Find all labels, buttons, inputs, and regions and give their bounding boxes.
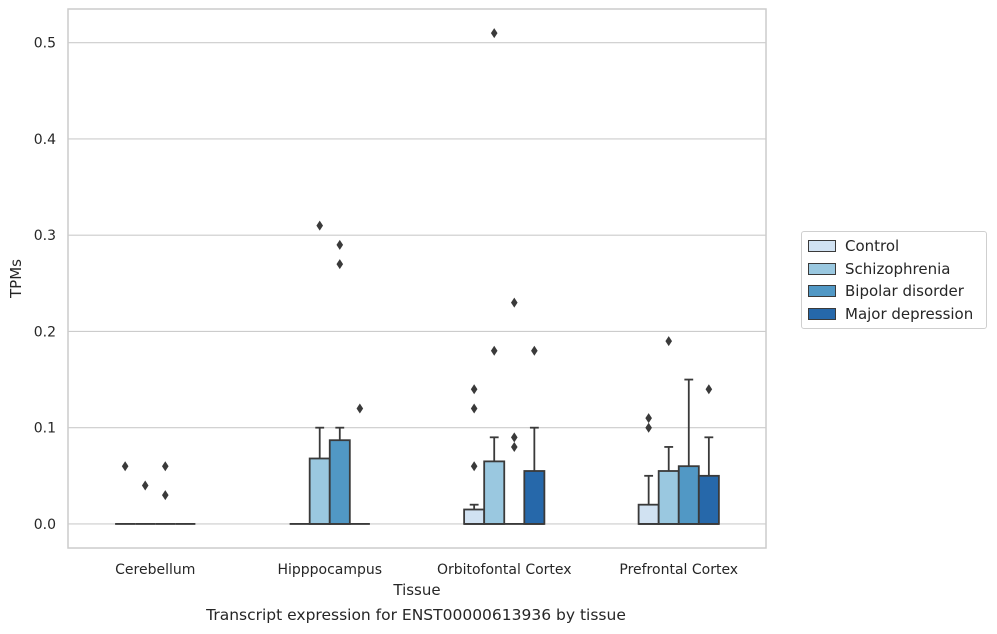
legend-item: Major depression: [802, 303, 986, 326]
y-axis-title: TPMs: [7, 259, 25, 299]
outlier-point: [470, 403, 478, 414]
outlier-point: [665, 336, 673, 347]
outlier-point: [510, 432, 518, 443]
box: [328, 439, 351, 525]
outlier-point: [510, 297, 518, 308]
x-tick-label: Hipppocampus: [277, 562, 382, 578]
outlier-point: [316, 220, 324, 231]
outlier-point: [161, 490, 169, 501]
outlier-point: [161, 461, 169, 472]
chart-caption: Transcript expression for ENST0000061393…: [206, 606, 626, 624]
box: [483, 460, 506, 525]
y-tick-label: 0.0: [34, 517, 56, 533]
outlier-point: [356, 403, 364, 414]
outlier-point: [121, 461, 129, 472]
y-tick-label: 0.1: [34, 421, 56, 437]
box: [308, 457, 331, 525]
outlier-point: [510, 441, 518, 452]
legend-swatch: [808, 307, 836, 320]
legend-swatch: [808, 240, 836, 253]
outlier-point: [336, 259, 344, 270]
box: [657, 470, 680, 525]
legend-item: Bipolar disorder: [802, 280, 986, 303]
box: [463, 508, 486, 525]
plot-area: [67, 8, 767, 549]
outlier-point: [490, 345, 498, 356]
legend-item: Schizophrenia: [802, 258, 986, 281]
outlier-point: [141, 480, 149, 491]
outlier-point: [705, 384, 713, 395]
legend-label: Schizophrenia: [845, 259, 951, 278]
legend: Control Schizophrenia Bipolar disorder Majo…: [801, 231, 987, 329]
outlier-point: [336, 239, 344, 250]
legend-swatch: [808, 285, 836, 298]
y-tick-label: 0.5: [34, 36, 56, 52]
outlier-point: [531, 345, 538, 356]
box: [697, 474, 720, 525]
legend-swatch: [808, 262, 836, 275]
x-axis-title: Tissue: [392, 581, 440, 599]
outlier-point: [645, 413, 652, 424]
box: [677, 465, 700, 525]
outlier-point: [490, 28, 498, 39]
legend-label: Bipolar disorder: [845, 282, 964, 301]
outlier-point: [470, 461, 478, 472]
box: [523, 470, 546, 525]
y-tick-label: 0.3: [34, 228, 56, 244]
outlier-point: [645, 422, 652, 433]
outlier-point: [470, 384, 478, 395]
x-tick-label: Cerebellum: [115, 562, 195, 578]
x-tick-label: Orbitofontal Cortex: [437, 562, 572, 578]
y-tick-label: 0.4: [34, 132, 56, 148]
legend-label: Major depression: [845, 304, 974, 323]
legend-label: Control: [845, 237, 900, 256]
y-tick-label: 0.2: [34, 324, 56, 340]
box: [637, 503, 660, 525]
legend-item: Control: [802, 235, 986, 258]
x-tick-label: Prefrontal Cortex: [619, 562, 738, 578]
